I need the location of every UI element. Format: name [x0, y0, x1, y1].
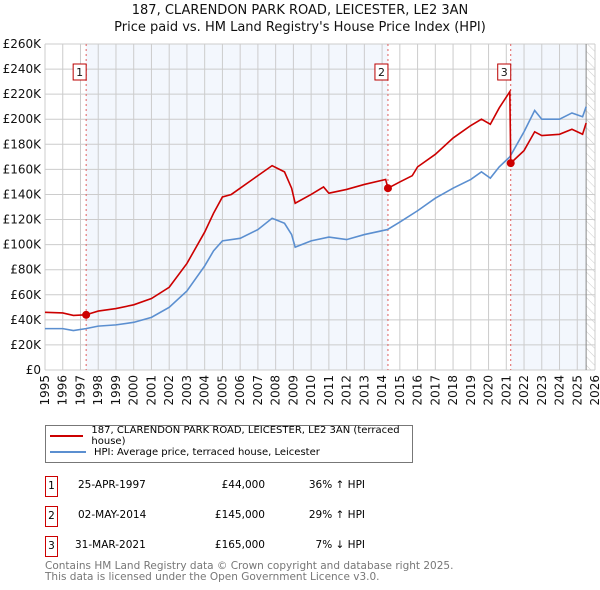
- x-tick-label: 2010: [304, 375, 318, 406]
- chart-subtitle: Price paid vs. HM Land Registry's House …: [114, 20, 486, 35]
- x-tick-label: 1998: [91, 375, 105, 406]
- shaded-period: [510, 44, 587, 370]
- x-tick-label: 2019: [464, 375, 478, 406]
- x-tick-label: 2016: [411, 375, 425, 406]
- x-tick-label: 2011: [322, 375, 336, 406]
- sale-label: 3: [501, 66, 508, 79]
- sale-label-box: [374, 63, 389, 81]
- x-tick-label: 2018: [446, 375, 460, 406]
- x-tick-label: 2022: [517, 375, 531, 406]
- legend-label: 187, CLARENDON PARK ROAD, LEICESTER, LE2…: [91, 425, 400, 447]
- sale-badge: 1: [45, 476, 58, 497]
- price-chart: £0 £20K £40K £60K £80K £100K £120K £140K £160K £1…: [3, 37, 600, 406]
- sale-date: 02-MAY-2014: [78, 509, 147, 521]
- x-tick-label: 2002: [162, 375, 176, 406]
- sale-badge: 3: [45, 536, 58, 557]
- x-tick-label: 2000: [127, 375, 141, 406]
- x-tick-label: 2014: [375, 375, 389, 406]
- legend-item-property: 187, CLARENDON PARK ROAD, LEICESTER, LE2…: [50, 425, 412, 447]
- x-tick-label: 2015: [393, 375, 407, 406]
- sale-point: [82, 310, 91, 319]
- x-tick-label: 2003: [180, 375, 194, 406]
- property-price-line: [44, 89, 587, 317]
- sale-point: [383, 184, 392, 193]
- sale-row: 2 02-MAY-2014 £145,000 29% ↑ HPI: [45, 506, 365, 527]
- legend-label: HPI: Average price, terraced house, Leic…: [94, 446, 320, 458]
- forecast-hatch: [586, 44, 595, 370]
- x-tick-label: 2007: [251, 375, 265, 406]
- sale-point: [506, 159, 515, 168]
- footer-licence: This data is licensed under the Open Gov…: [45, 571, 380, 583]
- y-tick-label: £160K: [3, 162, 43, 176]
- x-tick-label: 1999: [109, 375, 123, 406]
- y-tick-label: £120K: [3, 213, 43, 227]
- x-tick-label: 2017: [428, 375, 442, 406]
- x-tick-label: 2008: [269, 375, 283, 406]
- x-tick-label: 2026: [588, 375, 600, 406]
- y-tick-label: £20K: [10, 338, 42, 352]
- y-tick-label: £220K: [3, 87, 43, 101]
- x-tick-label: 2009: [286, 375, 300, 406]
- sale-label: 2: [378, 66, 385, 79]
- y-tick-label: £100K: [3, 238, 43, 252]
- sale-label-box: [497, 63, 512, 81]
- y-tick-label: £40K: [10, 313, 42, 327]
- footer: Contains HM Land Registry data © Crown c…: [45, 561, 453, 583]
- red-line-icon: [50, 435, 84, 437]
- sale-date: 31-MAR-2021: [75, 539, 146, 551]
- sale-price: £145,000: [214, 509, 265, 521]
- x-tick-label: 2024: [553, 375, 567, 406]
- x-tick-label: 2025: [570, 375, 584, 406]
- sale-row: 3 31-MAR-2021 £165,000 7% ↓ HPI: [45, 536, 365, 557]
- sale-row: 1 25-APR-1997 £44,000 36% ↑ HPI: [45, 476, 365, 497]
- blue-line-icon: [50, 451, 86, 453]
- shaded-period: [86, 44, 388, 370]
- x-tick-label: 2006: [233, 375, 247, 406]
- footer-copyright: Contains HM Land Registry data © Crown c…: [45, 560, 454, 572]
- chart-title: 187, CLARENDON PARK ROAD, LEICESTER, LE2…: [131, 3, 469, 18]
- sale-price: £165,000: [214, 539, 265, 551]
- x-tick-label: 2021: [499, 375, 513, 406]
- y-tick-label: £0: [26, 363, 41, 377]
- sale-badge: 2: [45, 506, 58, 527]
- y-tick-label: £80K: [10, 263, 42, 277]
- sale-label: 1: [76, 66, 83, 79]
- y-tick-label: £180K: [3, 137, 43, 151]
- x-tick-label: 1995: [38, 375, 52, 406]
- legend: 187, CLARENDON PARK ROAD, LEICESTER, LE2…: [45, 425, 413, 463]
- sale-date: 25-APR-1997: [78, 479, 146, 491]
- x-tick-label: 2023: [535, 375, 549, 406]
- sale-hpi: 7% ↓ HPI: [315, 539, 365, 551]
- x-tick-label: 2005: [215, 375, 229, 406]
- sale-hpi: 29% ↑ HPI: [308, 509, 365, 521]
- y-tick-label: £140K: [3, 187, 43, 201]
- x-tick-label: 2020: [482, 375, 496, 406]
- x-tick-label: 2001: [144, 375, 158, 406]
- x-tick-label: 2004: [198, 375, 212, 406]
- sale-price: £44,000: [221, 479, 265, 491]
- sale-label-box: [72, 63, 87, 81]
- hpi-line: [45, 106, 587, 332]
- y-tick-label: £240K: [3, 62, 43, 76]
- y-tick-label: £60K: [10, 288, 42, 302]
- x-tick-label: 1997: [73, 375, 87, 406]
- x-tick-label: 2013: [357, 375, 371, 406]
- sale-hpi: 36% ↑ HPI: [308, 479, 365, 491]
- x-tick-label: 2012: [340, 375, 354, 406]
- x-tick-label: 1996: [56, 375, 70, 406]
- legend-item-hpi: HPI: Average price, terraced house, Leic…: [50, 445, 320, 459]
- y-tick-label: £200K: [3, 112, 43, 126]
- y-tick-label: £260K: [3, 37, 43, 51]
